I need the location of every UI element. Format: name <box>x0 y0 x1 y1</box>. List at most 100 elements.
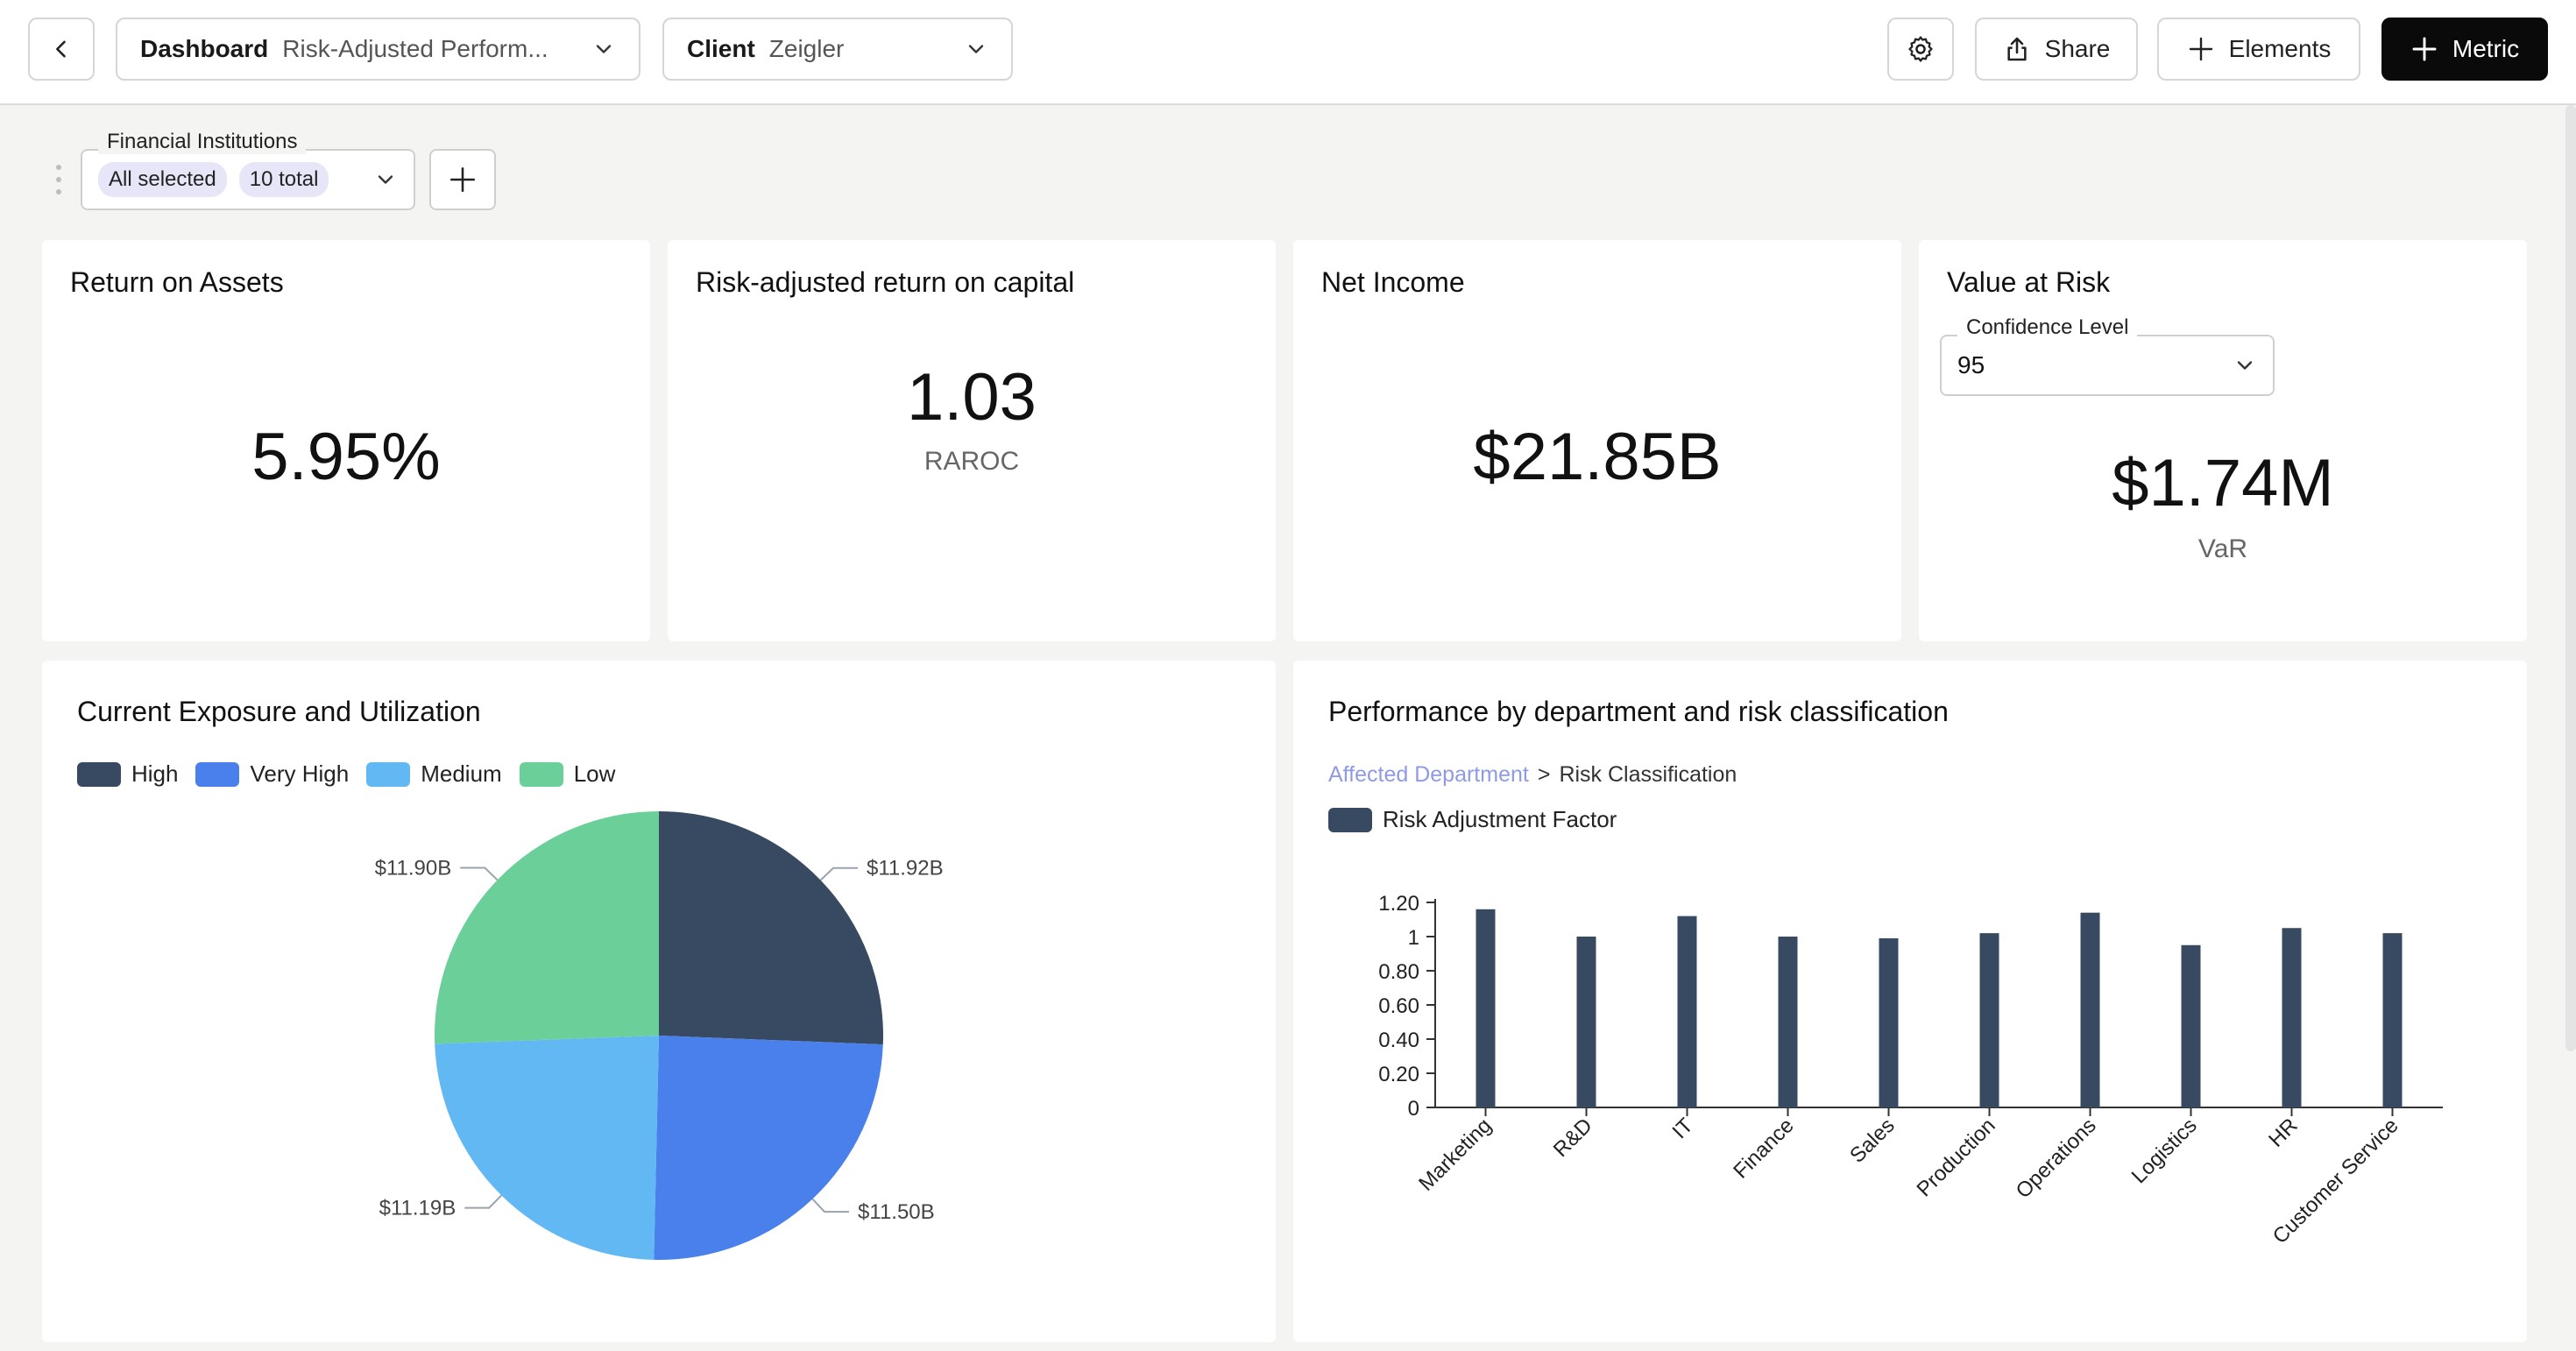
scrollbar[interactable] <box>2565 105 2576 1051</box>
legend-label: Medium <box>421 760 502 787</box>
bar-operations[interactable] <box>2080 912 2100 1107</box>
settings-button[interactable] <box>1887 18 1954 81</box>
breadcrumb: Affected Department > Risk Classificatio… <box>1328 762 1737 788</box>
share-button-label: Share <box>2044 35 2111 62</box>
confidence-level-select[interactable]: 95 <box>1940 335 2275 396</box>
legend-item-low[interactable]: Low <box>519 760 616 788</box>
chevron-down-icon <box>968 45 984 53</box>
pie-slice-high[interactable] <box>659 811 883 1045</box>
metric-button-label: Metric <box>2452 35 2520 62</box>
y-tick-label: 0.80 <box>1378 960 1419 984</box>
legend-item-high[interactable]: High <box>77 760 178 788</box>
x-tick-label: Production <box>1913 1114 2000 1201</box>
top-bar: Dashboard Risk-Adjusted Perform... Clien… <box>0 0 2576 105</box>
net-income-card: Net Income $21.85B <box>1293 240 1901 641</box>
legend-item-very-high[interactable]: Very High <box>195 760 349 788</box>
financial-institutions-filter[interactable]: All selected 10 total <box>81 149 415 210</box>
chevron-down-icon <box>378 175 393 184</box>
bar-it[interactable] <box>1677 916 1697 1107</box>
dashboard-select[interactable]: Dashboard Risk-Adjusted Perform... <box>116 18 640 81</box>
plus-icon <box>2189 37 2212 61</box>
bar-production[interactable] <box>1979 933 1999 1107</box>
elements-button-label: Elements <box>2228 35 2332 62</box>
selected-chip: All selected <box>98 162 227 197</box>
card-title: Return on Assets <box>70 266 284 298</box>
legend-item-risk-adjustment-factor[interactable]: Risk Adjustment Factor <box>1328 806 1617 833</box>
pie-legend: High Very High Medium Low <box>77 760 619 788</box>
kpi-value: $1.74M <box>2112 446 2334 520</box>
y-tick-label: 0.60 <box>1378 994 1419 1018</box>
breadcrumb-affected-department[interactable]: Affected Department <box>1328 762 1529 787</box>
client-select-value: Zeigler <box>768 35 845 62</box>
bar-marketing[interactable] <box>1476 909 1496 1107</box>
card-title: Risk-adjusted return on capital <box>696 266 1075 298</box>
legend-swatch <box>77 761 121 787</box>
x-tick-label: Logistics <box>2127 1114 2202 1188</box>
share-button[interactable]: Share <box>1975 18 2138 81</box>
filter-label: Financial Institutions <box>98 130 307 154</box>
chevron-down-icon <box>596 45 612 53</box>
bar-finance[interactable] <box>1778 937 1798 1107</box>
x-tick-label: Marketing <box>1414 1114 1497 1196</box>
kpi-value: $21.85B <box>1473 420 1722 494</box>
drag-handle-icon[interactable] <box>54 163 63 201</box>
bar-customer-service[interactable] <box>2382 933 2403 1107</box>
x-tick-label: Finance <box>1729 1114 1798 1183</box>
confidence-level-value: 95 <box>1957 351 1985 378</box>
bar-legend: Risk Adjustment Factor <box>1328 806 1620 833</box>
pie-data-label: $11.92B <box>867 857 944 881</box>
pie-slice-low[interactable] <box>434 811 659 1044</box>
chart-title: Performance by department and risk class… <box>1328 696 1949 727</box>
y-tick-label: 0.20 <box>1378 1063 1419 1086</box>
value-at-risk-card: Value at Risk 95 Confidence Level $1.74M… <box>1919 240 2527 641</box>
y-tick-label: 0 <box>1408 1097 1419 1121</box>
bar-hr[interactable] <box>2282 928 2302 1107</box>
raroc-card: Risk-adjusted return on capital 1.03 RAR… <box>668 240 1276 641</box>
kpi-subtitle: RAROC <box>924 447 1020 476</box>
back-button[interactable] <box>28 18 95 81</box>
breadcrumb-separator: > <box>1537 762 1551 787</box>
card-title: Net Income <box>1321 266 1465 298</box>
legend-label: Very High <box>250 760 350 787</box>
bar-sales[interactable] <box>1879 937 1899 1107</box>
y-tick-label: 0.40 <box>1378 1029 1419 1052</box>
dashboard-select-value: Risk-Adjusted Perform... <box>282 35 548 62</box>
gear-icon <box>1908 36 1933 62</box>
y-tick-label: 1.20 <box>1378 892 1419 916</box>
add-elements-button[interactable]: Elements <box>2157 18 2360 81</box>
pie-label-leader <box>460 866 499 881</box>
return-on-assets-card: Return on Assets 5.95% <box>42 240 650 641</box>
exposure-utilization-card: Current Exposure and Utilization High Ve… <box>42 661 1276 1342</box>
pie-data-label: $11.19B <box>379 1197 456 1220</box>
breadcrumb-risk-classification: Risk Classification <box>1559 762 1737 787</box>
plus-icon <box>449 166 476 193</box>
client-select[interactable]: Client Zeigler <box>662 18 1013 81</box>
plus-icon <box>2412 37 2437 61</box>
performance-by-department-card: Performance by department and risk class… <box>1293 661 2527 1342</box>
pie-data-label: $11.90B <box>375 856 452 880</box>
chevron-down-icon <box>2237 361 2253 370</box>
legend-swatch <box>519 761 563 787</box>
x-tick-label: HR <box>2264 1114 2303 1152</box>
kpi-value: 5.95% <box>251 420 441 494</box>
pie-slice-medium[interactable] <box>435 1036 659 1260</box>
bar-r-d[interactable] <box>1576 937 1596 1107</box>
add-metric-button[interactable]: Metric <box>2381 18 2548 81</box>
legend-label: Risk Adjustment Factor <box>1383 806 1617 832</box>
legend-item-medium[interactable]: Medium <box>366 760 502 788</box>
pie-label-leader <box>811 1198 850 1213</box>
pie-label-leader <box>464 1194 503 1209</box>
x-tick-label: Operations <box>2012 1114 2101 1203</box>
chevron-left-icon <box>56 40 66 58</box>
add-filter-button[interactable] <box>429 149 496 210</box>
total-chip: 10 total <box>238 162 329 197</box>
y-tick-label: 1 <box>1408 926 1419 950</box>
legend-swatch <box>366 761 411 787</box>
legend-swatch <box>1328 807 1372 832</box>
bar-logistics[interactable] <box>2181 944 2201 1107</box>
pie-data-label: $11.50B <box>858 1200 935 1224</box>
confidence-level-label: Confidence Level <box>1957 315 2138 340</box>
pie-slice-very-high[interactable] <box>654 1036 883 1260</box>
legend-label: Low <box>573 760 616 787</box>
